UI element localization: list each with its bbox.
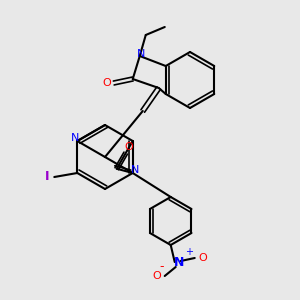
Text: +: + [185,247,193,257]
Text: O: O [102,78,111,88]
Text: N: N [130,165,139,175]
Text: O: O [152,271,161,281]
Text: -: - [160,260,164,274]
Text: I: I [45,170,50,184]
Text: N: N [136,49,145,59]
Text: O: O [198,253,207,263]
Text: O: O [125,142,134,152]
Text: N: N [71,133,80,143]
Text: N: N [173,256,184,268]
